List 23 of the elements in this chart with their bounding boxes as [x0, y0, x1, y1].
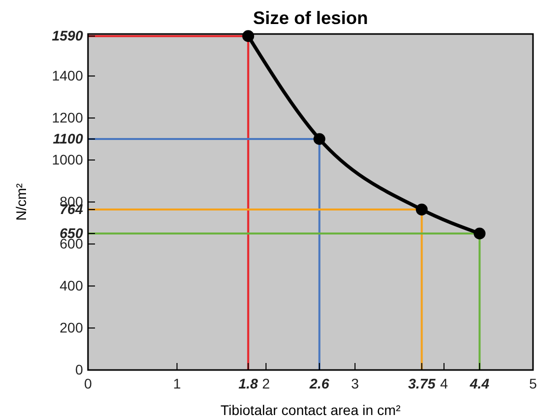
x-tick-label: 3: [351, 375, 360, 392]
x-tick-label: 3.75: [408, 375, 436, 392]
y-tick-label: 200: [60, 319, 84, 336]
x-tick-label: 5: [529, 375, 538, 392]
x-tick-label: 4.4: [468, 375, 490, 392]
x-tick-label: 1: [173, 375, 182, 392]
y-tick-label: 1100: [52, 130, 84, 146]
x-tick-label: 4: [440, 375, 448, 392]
x-tick-label: 1.8: [238, 375, 258, 392]
point: [416, 204, 428, 216]
y-axis-title: N/cm²: [13, 183, 29, 221]
point: [474, 228, 486, 240]
y-tick-label: 1000: [52, 151, 84, 168]
y-tick-label: 1590: [52, 28, 84, 44]
x-tick-label: 2.6: [308, 375, 330, 392]
x-axis-title: Tibiotalar contact area in cm²: [220, 402, 401, 418]
y-tick-label: 1400: [52, 67, 84, 84]
chart-title: Size of lesion: [252, 8, 368, 28]
y-tick-label: 0: [75, 361, 84, 378]
y-tick-label: 1200: [52, 109, 84, 126]
y-tick-label: 400: [60, 277, 84, 294]
point: [313, 133, 326, 145]
x-tick-label: 2: [262, 375, 270, 392]
